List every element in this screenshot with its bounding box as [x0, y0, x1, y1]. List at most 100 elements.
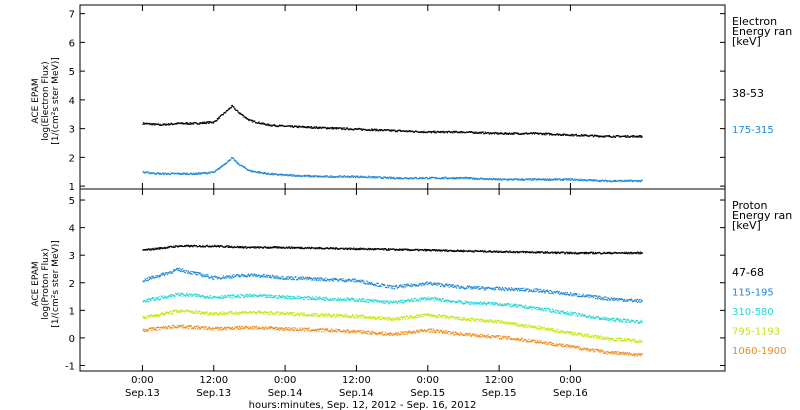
proton-data-point — [478, 302, 481, 304]
proton-data-point — [509, 304, 511, 306]
proton-data-point — [189, 272, 191, 274]
electron-data-point — [227, 109, 229, 111]
electron-data-point — [346, 176, 348, 178]
proton-data-point — [290, 278, 292, 281]
proton-data-point — [535, 307, 537, 309]
electron-data-point — [631, 136, 633, 138]
proton-data-point — [542, 252, 544, 254]
proton-data-point — [317, 277, 319, 279]
proton-data-point — [590, 294, 592, 296]
electron-data-point — [371, 128, 373, 130]
electron-data-point — [231, 104, 233, 107]
proton-data-point — [205, 311, 207, 313]
proton-data-point — [148, 314, 150, 316]
electron-data-point — [641, 135, 643, 137]
electron-data-point — [337, 128, 339, 130]
proton-data-point — [285, 296, 287, 299]
electron-data-point — [475, 132, 477, 134]
proton-data-point — [440, 299, 442, 302]
proton-data-point — [215, 245, 217, 247]
electron-data-point — [503, 133, 505, 135]
proton-data-point — [510, 289, 512, 291]
proton-data-point — [384, 284, 386, 286]
electron-data-point — [218, 117, 221, 119]
proton-data-point — [301, 278, 304, 281]
proton-data-point — [183, 270, 185, 272]
proton-data-point — [492, 303, 494, 305]
proton-data-point — [365, 300, 367, 303]
proton-data-point — [540, 290, 542, 292]
proton-data-point — [381, 301, 383, 303]
electron-data-point — [637, 135, 639, 137]
proton-data-point — [214, 244, 216, 246]
electron-data-point — [440, 178, 442, 180]
proton-data-point — [530, 252, 532, 254]
proton-data-point — [557, 252, 559, 254]
proton-data-point — [576, 293, 578, 295]
electron-data-point — [330, 176, 332, 179]
proton-data-point — [409, 250, 411, 252]
electron-data-point — [419, 176, 421, 179]
electron-data-point — [184, 172, 186, 174]
proton-data-point — [554, 291, 556, 293]
electron-data-point — [527, 179, 529, 181]
proton-data-point — [206, 295, 208, 297]
electron-data-point — [517, 179, 519, 181]
proton-data-point — [453, 286, 455, 289]
proton-data-point — [466, 287, 468, 289]
electron-data-point — [243, 165, 245, 168]
electron-data-point — [348, 176, 351, 179]
proton-data-point — [254, 274, 256, 276]
proton-data-point — [509, 250, 511, 252]
proton-data-point — [228, 294, 230, 296]
proton-data-point — [239, 296, 241, 298]
proton-data-point — [334, 247, 336, 249]
electron-data-point — [399, 178, 401, 180]
electron-data-point — [543, 178, 545, 181]
proton-data-point — [217, 278, 219, 280]
electron-data-point — [482, 178, 484, 180]
electron-data-point — [298, 175, 300, 177]
proton-data-point — [383, 302, 385, 304]
electron-data-point — [542, 178, 544, 180]
proton-data-point — [462, 249, 465, 251]
proton-data-point — [343, 298, 345, 301]
proton-data-point — [149, 249, 152, 251]
proton-data-point — [245, 275, 247, 277]
electron-data-point — [450, 132, 452, 134]
proton-data-point — [318, 248, 320, 250]
proton-data-point — [209, 313, 211, 316]
proton-data-point — [239, 246, 241, 249]
proton-data-point — [292, 277, 294, 279]
proton-data-point — [565, 292, 567, 294]
electron-data-point — [313, 176, 315, 178]
proton-data-point — [405, 300, 407, 302]
proton-data-point — [247, 293, 249, 295]
proton-data-point — [529, 307, 531, 309]
electron-data-point — [608, 136, 610, 138]
electron-data-point — [186, 122, 188, 124]
proton-data-point — [222, 275, 224, 277]
proton-data-point — [359, 247, 361, 250]
proton-data-point — [448, 300, 450, 302]
proton-data-point — [358, 300, 360, 302]
proton-data-point — [523, 306, 525, 309]
proton-data-point — [623, 318, 626, 320]
proton-data-point — [480, 287, 482, 289]
proton-data-point — [521, 290, 523, 292]
electron-data-point — [217, 118, 219, 121]
proton-data-point — [460, 249, 462, 251]
proton-data-point — [395, 249, 397, 251]
electron-data-point — [564, 134, 566, 136]
proton-data-point — [344, 248, 346, 250]
electron-data-point — [549, 133, 551, 135]
proton-data-point — [641, 300, 643, 302]
proton-data-point — [595, 251, 597, 254]
proton-data-point — [516, 306, 519, 308]
electron-data-point — [237, 162, 239, 164]
electron-data-point — [288, 175, 290, 177]
proton-data-point — [618, 299, 620, 301]
electron-data-point — [281, 173, 283, 175]
proton-data-point — [452, 286, 454, 288]
electron-data-point — [176, 122, 178, 124]
